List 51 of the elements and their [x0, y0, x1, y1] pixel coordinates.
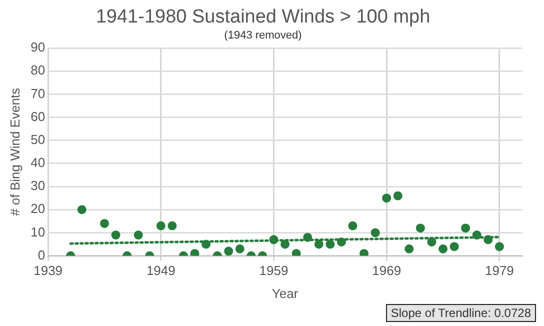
point [202, 240, 211, 249]
point [393, 191, 402, 200]
point [461, 224, 470, 233]
point [303, 232, 312, 242]
point [348, 221, 358, 230]
x-tick-label: 1969 [372, 263, 402, 278]
point [450, 242, 459, 252]
point [111, 230, 120, 240]
x-tick-label: 1939 [34, 263, 63, 278]
y-tick-label: 10 [30, 224, 46, 240]
y-tick-label: 20 [30, 201, 46, 216]
point [382, 194, 392, 203]
y-tick-label: 70 [30, 86, 46, 101]
x-tick-label: 1979 [484, 263, 514, 278]
y-axis-title: # of Bing Wind Events [7, 87, 22, 216]
point [360, 248, 369, 256]
point [100, 218, 109, 228]
point [134, 230, 143, 240]
point [370, 228, 380, 238]
y-tick-label: 90 [30, 40, 46, 55]
point [336, 237, 346, 246]
point [292, 248, 301, 256]
point [190, 248, 200, 256]
point [77, 205, 86, 214]
point [235, 244, 244, 254]
point [416, 224, 425, 233]
y-tick-label: 40 [30, 155, 46, 170]
point [484, 235, 493, 244]
point [438, 244, 448, 254]
x-tick-label: 1949 [146, 263, 176, 278]
y-tick-label: 50 [30, 132, 46, 147]
point [156, 221, 166, 230]
y-tick-label: 30 [30, 178, 46, 194]
point [314, 240, 324, 249]
point [269, 235, 278, 244]
x-axis-title: Year [272, 286, 299, 301]
x-tick-label: 1959 [259, 263, 288, 278]
y-tick-label: 0 [38, 247, 46, 262]
y-tick-label: 80 [30, 62, 46, 78]
point [472, 230, 482, 240]
point [326, 240, 335, 249]
y-tick-label: 60 [30, 108, 46, 124]
point [280, 240, 290, 249]
point [168, 221, 177, 230]
point [427, 237, 436, 246]
point [404, 244, 414, 254]
text: Slope of Trendline: 0.0728 [386, 304, 536, 322]
point [224, 246, 234, 256]
chart-title: 1941-1980 Sustained Winds > 100 mph [96, 6, 430, 28]
point [494, 242, 504, 252]
chart-subtitle: (1943 removed) [224, 29, 302, 42]
